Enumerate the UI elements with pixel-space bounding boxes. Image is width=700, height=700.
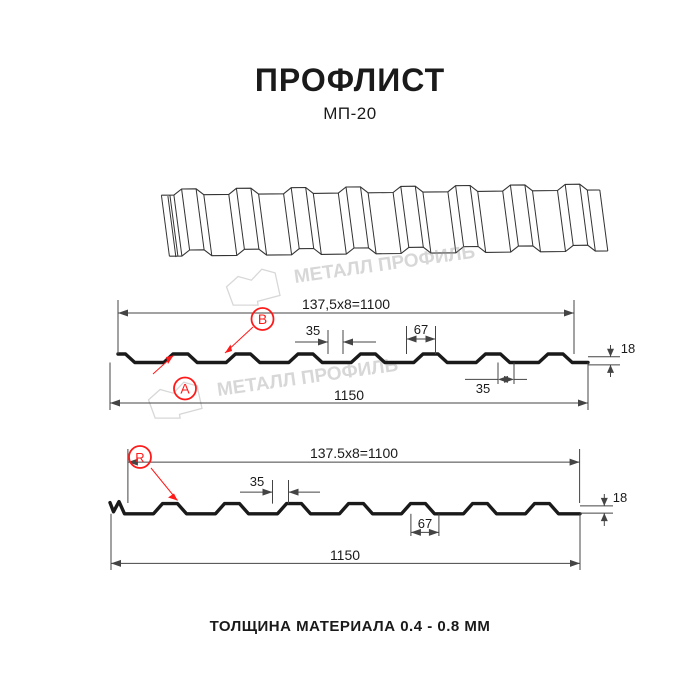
svg-text:1150: 1150 [330,547,360,563]
svg-text:35: 35 [250,474,264,489]
svg-text:67: 67 [418,516,432,531]
svg-text:137.5x8=1100: 137.5x8=1100 [310,445,398,461]
svg-text:R: R [135,450,144,465]
svg-text:18: 18 [613,490,627,505]
